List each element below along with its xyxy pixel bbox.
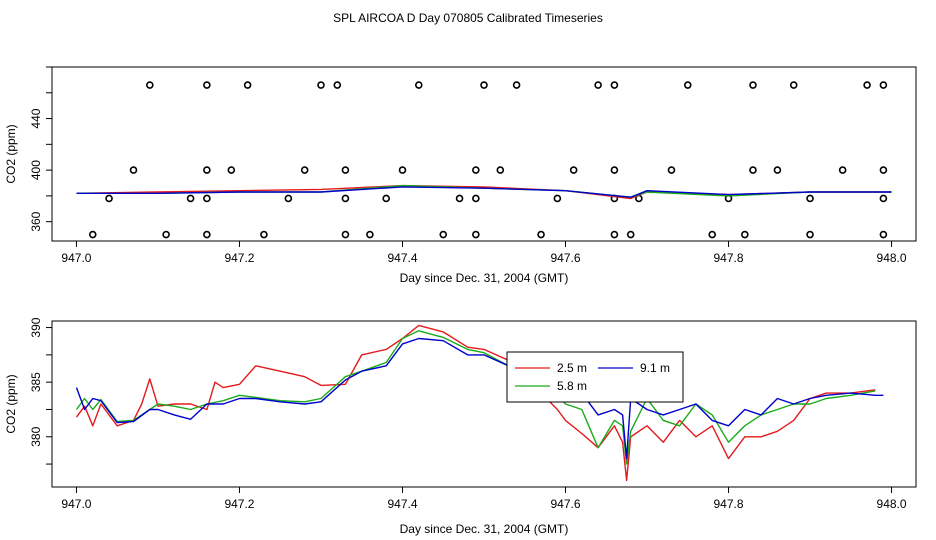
x-tick-label: 947.2	[224, 251, 254, 265]
series-line-9-1-m	[75, 337, 884, 460]
scatter-point	[382, 194, 390, 203]
top-panel: 947.0 947.2 947.4 947.6 947.8 948.0 360 400 440…	[4, 66, 917, 285]
series-line-2-5-m	[75, 324, 876, 482]
scatter-point	[773, 166, 782, 174]
bottom-y-axis-label: CO2 (ppm)	[4, 374, 18, 433]
scatter-point	[496, 166, 505, 174]
scatter-point	[146, 81, 154, 89]
scatter-point	[414, 81, 423, 89]
series-line-5-8-m	[75, 330, 876, 465]
top-x-axis-label: Day since Dec. 31, 2004 (GMT)	[400, 271, 569, 285]
scatter-point	[398, 166, 407, 174]
scatter-point	[683, 81, 692, 89]
x-tick-label: 947.8	[714, 497, 744, 511]
scatter-point	[227, 166, 236, 174]
scatter-point	[366, 230, 374, 239]
top-plot-marks	[76, 81, 892, 239]
bottom-x-axis: 947.0 947.2 947.4 947.6 947.8 948.0	[61, 487, 907, 511]
legend-box	[506, 351, 684, 403]
scatter-point	[472, 230, 480, 239]
scatter-point	[553, 194, 562, 203]
scatter-point	[333, 81, 342, 89]
legend-label-5-8m: 5.8 m	[557, 379, 587, 393]
x-tick-label: 948.0	[877, 497, 907, 511]
scatter-point	[317, 81, 325, 89]
scatter-point	[203, 230, 211, 239]
x-tick-label: 947.0	[61, 251, 91, 265]
bottom-plot-marks	[75, 324, 884, 482]
legend-label-2-5m: 2.5 m	[557, 361, 587, 375]
scatter-point	[749, 81, 757, 89]
x-tick-label: 947.4	[387, 251, 417, 265]
top-x-axis: 947.0 947.2 947.4 947.6 947.8 948.0	[61, 241, 907, 265]
top-plot-frame	[51, 66, 917, 242]
y-tick-label: 400	[29, 160, 43, 180]
scatter-point	[610, 81, 619, 89]
x-tick-label: 947.6	[550, 251, 580, 265]
scatter-point	[186, 194, 195, 203]
x-tick-label: 947.8	[714, 251, 744, 265]
scatter-point	[284, 194, 293, 203]
x-tick-label: 947.2	[224, 497, 254, 511]
scatter-point	[203, 194, 211, 203]
scatter-point	[879, 230, 888, 239]
scatter-point	[708, 230, 717, 239]
scatter-point	[879, 166, 888, 174]
bottom-y-axis: 380 385 390	[29, 317, 52, 465]
scatter-point	[749, 166, 757, 174]
figure-title: SPL AIRCOA D Day 070805 Calibrated Times…	[333, 11, 603, 25]
scatter-point	[789, 81, 798, 89]
scatter-point	[88, 230, 97, 239]
scatter-point	[594, 81, 602, 89]
legend-label-9-1m: 9.1 m	[640, 361, 670, 375]
scatter-point	[667, 166, 676, 174]
x-tick-label: 947.4	[387, 497, 417, 511]
scatter-point	[472, 166, 480, 174]
scatter-point	[341, 194, 350, 203]
scatter-point	[472, 194, 480, 203]
scatter-point	[105, 194, 113, 203]
y-tick-label: 385	[29, 372, 43, 392]
scatter-point	[260, 230, 268, 239]
scatter-point	[300, 166, 309, 174]
scatter-point	[806, 194, 814, 203]
scatter-point	[610, 166, 619, 174]
scatter-point	[537, 230, 545, 239]
scatter-point	[129, 166, 138, 174]
scatter-point	[341, 166, 350, 174]
scatter-point	[879, 194, 888, 203]
bottom-x-axis-label: Day since Dec. 31, 2004 (GMT)	[400, 522, 569, 536]
scatter-point	[203, 166, 211, 174]
scatter-point	[512, 81, 521, 89]
x-tick-label: 948.0	[877, 251, 907, 265]
x-tick-label: 947.0	[61, 497, 91, 511]
scatter-point	[741, 230, 749, 239]
y-tick-label: 440	[29, 108, 43, 128]
bottom-plot-frame	[51, 320, 917, 488]
y-tick-label: 360	[29, 211, 43, 231]
scatter-point	[879, 81, 888, 89]
scatter-point	[455, 194, 464, 203]
scatter-point	[610, 230, 619, 239]
scatter-point	[480, 81, 488, 89]
scatter-point	[341, 230, 350, 239]
bottom-panel: 947.0 947.2 947.4 947.6 947.8 948.0 380 385 390…	[4, 317, 917, 536]
scatter-point	[838, 166, 847, 174]
y-tick-label: 390	[29, 317, 43, 337]
scatter-point	[243, 81, 252, 89]
scatter-point	[439, 230, 448, 239]
scatter-point	[806, 230, 814, 239]
top-y-axis-label: CO2 (ppm)	[4, 124, 18, 183]
top-y-axis: 360 400 440	[29, 66, 52, 232]
x-tick-label: 947.6	[550, 497, 580, 511]
y-tick-label: 380	[29, 426, 43, 446]
scatter-point	[626, 230, 635, 239]
scatter-point	[569, 166, 578, 174]
series-line-9-1-m	[76, 186, 892, 198]
legend: 2.5 m 9.1 m 5.8 m	[506, 351, 684, 403]
scatter-point	[162, 230, 170, 239]
scatter-point	[863, 81, 871, 89]
scatter-point	[203, 81, 211, 89]
